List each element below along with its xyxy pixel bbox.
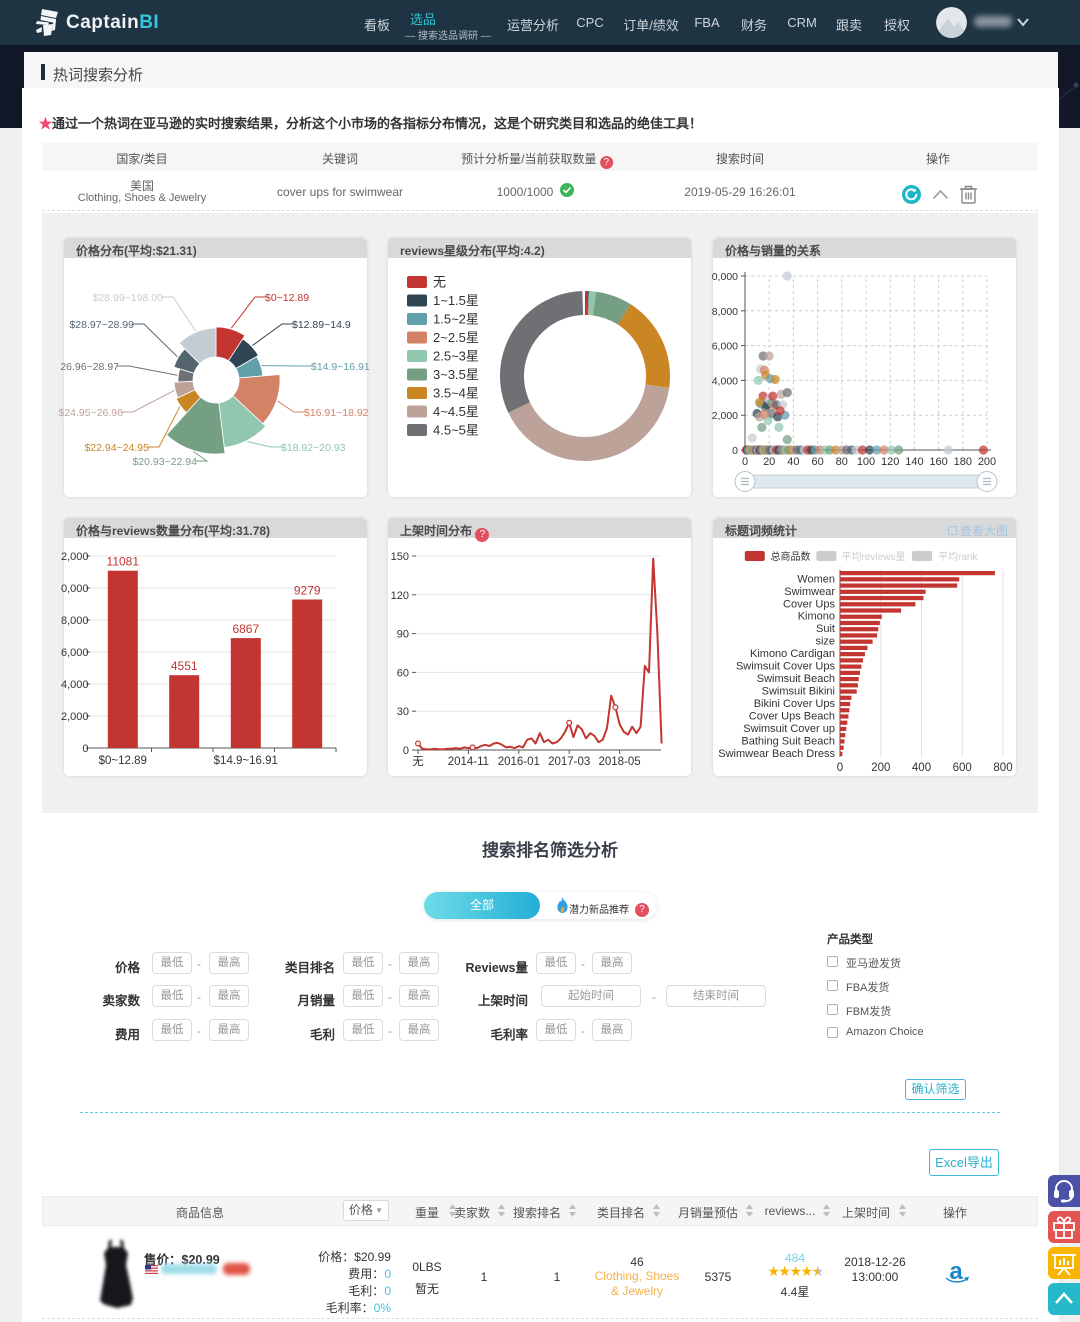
- svg-text:Bathing Suit Beach: Bathing Suit Beach: [741, 735, 835, 747]
- svg-text:6,000: 6,000: [712, 341, 738, 353]
- svg-text:$22.94~24.95: $22.94~24.95: [84, 442, 149, 454]
- svg-text:0: 0: [732, 445, 738, 457]
- svg-text:3.5~4星: 3.5~4星: [433, 386, 479, 401]
- svg-text:2,000: 2,000: [61, 711, 89, 723]
- svg-text:Swimsuit Bikini: Swimsuit Bikini: [762, 686, 835, 698]
- svg-text:200: 200: [978, 456, 996, 468]
- svg-text:无: 无: [433, 275, 446, 290]
- svg-text:Suit: Suit: [816, 623, 835, 635]
- svg-text:2014-11: 2014-11: [448, 756, 489, 768]
- svg-text:80: 80: [836, 456, 848, 468]
- svg-text:4551: 4551: [171, 659, 198, 673]
- svg-text:Kimono: Kimono: [798, 611, 835, 623]
- svg-text:$14.9~16.91: $14.9~16.91: [214, 755, 278, 767]
- svg-text:$12.89~14.9: $12.89~14.9: [292, 319, 351, 331]
- svg-text:100: 100: [857, 456, 875, 468]
- svg-text:2017-03: 2017-03: [548, 756, 590, 768]
- svg-text:60: 60: [811, 456, 823, 468]
- svg-text:size: size: [815, 636, 835, 648]
- svg-text:平均reviews量: 平均reviews量: [842, 551, 906, 563]
- svg-text:2~2.5星: 2~2.5星: [433, 330, 479, 345]
- svg-text:$16.91~18.92: $16.91~18.92: [304, 407, 369, 419]
- svg-text:4,000: 4,000: [712, 375, 738, 387]
- svg-text:总商品数: 总商品数: [771, 550, 811, 563]
- svg-text:2,000: 2,000: [61, 551, 89, 563]
- svg-text:0: 0: [742, 456, 748, 468]
- svg-text:90: 90: [397, 629, 409, 641]
- svg-text:150: 150: [391, 551, 409, 563]
- svg-text:1.5~2星: 1.5~2星: [433, 312, 479, 327]
- svg-text:6,000: 6,000: [61, 647, 89, 659]
- svg-text:$28.97~28.99: $28.97~28.99: [69, 319, 134, 331]
- svg-text:20: 20: [763, 456, 775, 468]
- svg-text:$20.93~22.94: $20.93~22.94: [132, 456, 197, 468]
- svg-text:Women: Women: [797, 573, 835, 585]
- svg-text:6867: 6867: [232, 622, 259, 636]
- svg-text:60: 60: [397, 667, 409, 679]
- svg-text:Swimwear Beach Dress: Swimwear Beach Dress: [718, 748, 835, 760]
- svg-text:2,000: 2,000: [712, 410, 738, 422]
- svg-text:$0~12.89: $0~12.89: [99, 755, 147, 767]
- svg-text:$0~12.89: $0~12.89: [265, 292, 309, 304]
- svg-text:0: 0: [82, 743, 88, 755]
- svg-text:Kimono Cardigan: Kimono Cardigan: [750, 648, 835, 660]
- svg-text:9279: 9279: [294, 584, 321, 598]
- svg-text:4~4.5星: 4~4.5星: [433, 404, 479, 419]
- svg-text:26.96~28.97: 26.96~28.97: [60, 361, 119, 373]
- svg-text:600: 600: [953, 762, 972, 774]
- svg-text:0,000: 0,000: [712, 271, 738, 283]
- svg-text:120: 120: [391, 590, 409, 602]
- svg-text:$14.9~16.91: $14.9~16.91: [311, 361, 370, 373]
- svg-text:200: 200: [871, 762, 890, 774]
- svg-text:120: 120: [881, 456, 899, 468]
- svg-text:$18.92~20.93: $18.92~20.93: [281, 442, 346, 454]
- svg-text:800: 800: [993, 762, 1012, 774]
- svg-text:1~1.5星: 1~1.5星: [433, 293, 479, 308]
- svg-text:3~3.5星: 3~3.5星: [433, 367, 479, 382]
- svg-text:$24.95~26.96: $24.95~26.96: [58, 407, 123, 419]
- svg-text:Cover Ups Beach: Cover Ups Beach: [749, 711, 835, 723]
- svg-text:2018-05: 2018-05: [598, 756, 640, 768]
- svg-text:160: 160: [929, 456, 947, 468]
- svg-text:2.5~3星: 2.5~3星: [433, 349, 479, 364]
- svg-text:Swimwear: Swimwear: [784, 586, 835, 598]
- svg-text:180: 180: [954, 456, 972, 468]
- svg-text:Cover Ups: Cover Ups: [783, 598, 835, 610]
- svg-text:140: 140: [905, 456, 923, 468]
- svg-text:无: 无: [412, 756, 424, 768]
- svg-text:2016-01: 2016-01: [498, 756, 540, 768]
- svg-text:4.5~5星: 4.5~5星: [433, 423, 479, 438]
- svg-text:8,000: 8,000: [61, 615, 89, 627]
- svg-text:0: 0: [403, 745, 409, 757]
- svg-text:30: 30: [397, 706, 409, 718]
- svg-text:0,000: 0,000: [61, 583, 89, 595]
- svg-text:11081: 11081: [107, 555, 140, 569]
- svg-text:Swimsuit Beach: Swimsuit Beach: [757, 673, 835, 685]
- svg-text:4,000: 4,000: [61, 679, 89, 691]
- svg-text:8,000: 8,000: [712, 306, 738, 318]
- svg-text:Swimsuit Cover Ups: Swimsuit Cover Ups: [736, 661, 836, 673]
- svg-text:Swimsuit Cover up: Swimsuit Cover up: [743, 723, 835, 735]
- svg-text:$28.99~198.00: $28.99~198.00: [93, 292, 164, 304]
- svg-text:平均rank: 平均rank: [938, 551, 978, 563]
- svg-text:40: 40: [787, 456, 799, 468]
- svg-text:Bikini Cover Ups: Bikini Cover Ups: [754, 698, 836, 710]
- svg-text:0: 0: [837, 762, 843, 774]
- svg-text:400: 400: [912, 762, 931, 774]
